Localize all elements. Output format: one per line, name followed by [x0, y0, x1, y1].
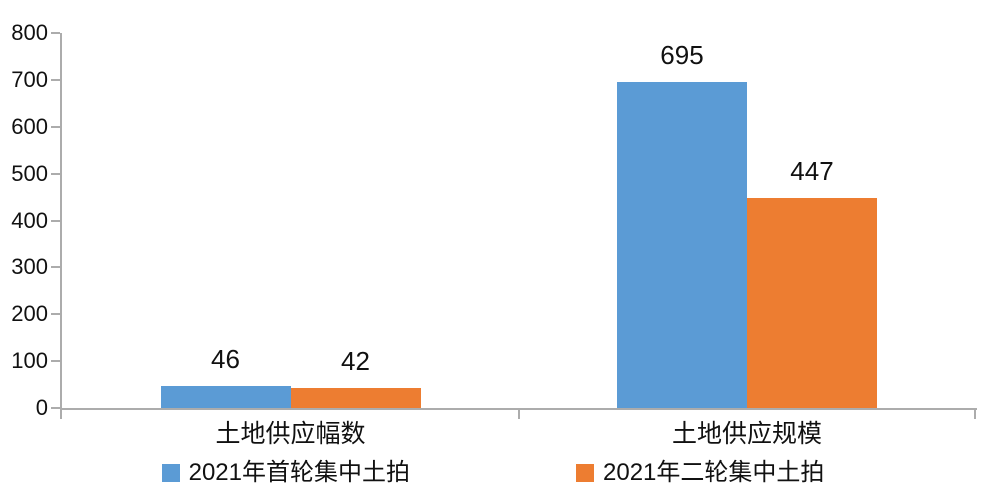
bar-data-label: 695: [660, 40, 704, 71]
y-axis-tick: [51, 125, 60, 128]
y-axis-tick-label: 0: [35, 395, 48, 420]
y-axis-line: [60, 33, 62, 419]
legend-item-series2: 2021年二轮集中土拍: [576, 461, 824, 485]
legend-label: 2021年二轮集中土拍: [603, 459, 825, 486]
x-axis-tick: [517, 410, 520, 419]
y-axis-tick-label: 200: [11, 301, 48, 327]
category-label: 土地供应幅数: [215, 420, 366, 448]
bar-data-label: 42: [341, 346, 370, 377]
y-axis-tick-label: 400: [11, 207, 48, 233]
y-axis-tick: [51, 360, 60, 363]
y-axis-tick: [51, 78, 60, 81]
bar-series1-cat2: [617, 82, 747, 408]
legend-swatch-icon: [576, 464, 594, 482]
legend-label: 2021年首轮集中土拍: [188, 459, 410, 486]
legend: 2021年首轮集中土拍 2021年二轮集中土拍: [0, 461, 986, 485]
x-axis-line: [60, 408, 977, 410]
y-axis-tick-label: 800: [11, 20, 48, 45]
x-axis-tick: [974, 410, 976, 419]
y-axis-tick: [51, 313, 60, 316]
y-axis-tick: [51, 172, 60, 175]
bar-series2-cat2: [747, 198, 877, 408]
y-axis-tick-label: 600: [11, 113, 48, 139]
legend-item-series1: 2021年首轮集中土拍: [161, 459, 410, 486]
y-axis-tick: [51, 266, 60, 269]
bar-data-label: 447: [790, 156, 834, 187]
y-axis-tick-label: 500: [11, 160, 48, 186]
bar-series1-cat1: [160, 386, 291, 408]
y-axis-tick: [51, 219, 60, 222]
category-label: 土地供应规模: [671, 420, 822, 448]
y-axis-tick: [51, 407, 60, 409]
y-axis-tick: [51, 32, 60, 34]
bar-data-label: 46: [211, 344, 240, 375]
bar-series2-cat1: [290, 388, 421, 408]
legend-swatch-icon: [161, 464, 180, 482]
y-axis-tick-label: 100: [11, 348, 48, 374]
y-axis-tick-label: 300: [11, 254, 48, 280]
y-axis-tick-label: 700: [11, 66, 48, 92]
